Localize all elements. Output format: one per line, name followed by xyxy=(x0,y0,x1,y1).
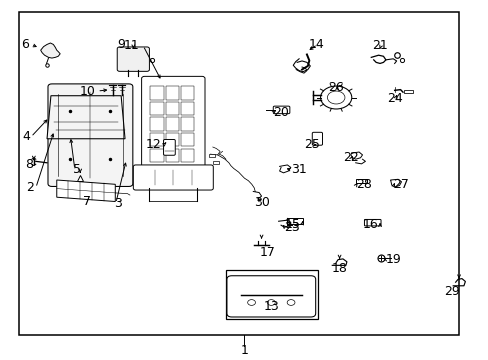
Bar xyxy=(150,133,163,147)
Text: 30: 30 xyxy=(253,196,269,209)
Text: 5: 5 xyxy=(73,163,81,176)
Polygon shape xyxy=(57,180,115,202)
Bar xyxy=(165,149,179,162)
Text: 15: 15 xyxy=(284,218,300,231)
FancyBboxPatch shape xyxy=(133,165,213,190)
Bar xyxy=(209,154,215,157)
Text: 25: 25 xyxy=(303,138,319,151)
Bar xyxy=(150,86,163,99)
Bar xyxy=(355,179,366,183)
FancyBboxPatch shape xyxy=(273,106,289,114)
Bar xyxy=(165,102,179,115)
Bar xyxy=(165,133,179,147)
Text: 23: 23 xyxy=(284,221,300,234)
Text: 19: 19 xyxy=(385,253,401,266)
Text: 28: 28 xyxy=(355,178,371,191)
Text: 17: 17 xyxy=(260,246,275,259)
Text: 6: 6 xyxy=(21,38,29,51)
Text: 20: 20 xyxy=(272,106,288,119)
Bar xyxy=(181,86,194,99)
FancyBboxPatch shape xyxy=(48,84,133,186)
Bar xyxy=(165,86,179,99)
Text: 3: 3 xyxy=(114,197,122,210)
Text: 22: 22 xyxy=(342,151,358,164)
Bar xyxy=(404,90,412,93)
Text: 24: 24 xyxy=(386,92,402,105)
FancyBboxPatch shape xyxy=(364,220,380,226)
Text: 2: 2 xyxy=(26,181,34,194)
FancyBboxPatch shape xyxy=(117,47,149,71)
Text: 10: 10 xyxy=(80,85,96,98)
Text: 8: 8 xyxy=(25,158,33,171)
Text: 16: 16 xyxy=(362,218,378,231)
Bar xyxy=(165,117,179,131)
Text: 18: 18 xyxy=(331,262,347,275)
Text: 12: 12 xyxy=(145,138,161,151)
Text: 13: 13 xyxy=(264,300,279,313)
Bar xyxy=(181,149,194,162)
Polygon shape xyxy=(47,96,125,139)
Text: 31: 31 xyxy=(290,163,306,176)
Bar xyxy=(225,270,317,319)
Text: 21: 21 xyxy=(371,39,387,52)
Text: 7: 7 xyxy=(83,195,91,208)
Text: 27: 27 xyxy=(392,178,408,191)
Text: 9: 9 xyxy=(118,38,125,51)
FancyBboxPatch shape xyxy=(163,139,175,155)
FancyBboxPatch shape xyxy=(312,132,322,145)
Bar xyxy=(212,161,218,164)
FancyBboxPatch shape xyxy=(142,76,204,170)
Bar xyxy=(181,133,194,147)
Text: 11: 11 xyxy=(123,39,140,52)
Text: 1: 1 xyxy=(240,344,248,357)
Text: 4: 4 xyxy=(22,130,30,144)
Bar xyxy=(181,117,194,131)
FancyBboxPatch shape xyxy=(226,276,315,317)
Bar xyxy=(181,102,194,115)
Polygon shape xyxy=(41,43,60,58)
Bar xyxy=(19,12,458,335)
Text: 14: 14 xyxy=(308,38,324,51)
Text: 26: 26 xyxy=(327,81,344,94)
Text: 29: 29 xyxy=(443,285,459,298)
Bar xyxy=(150,117,163,131)
Bar xyxy=(287,218,303,224)
Bar xyxy=(150,102,163,115)
Bar xyxy=(150,149,163,162)
